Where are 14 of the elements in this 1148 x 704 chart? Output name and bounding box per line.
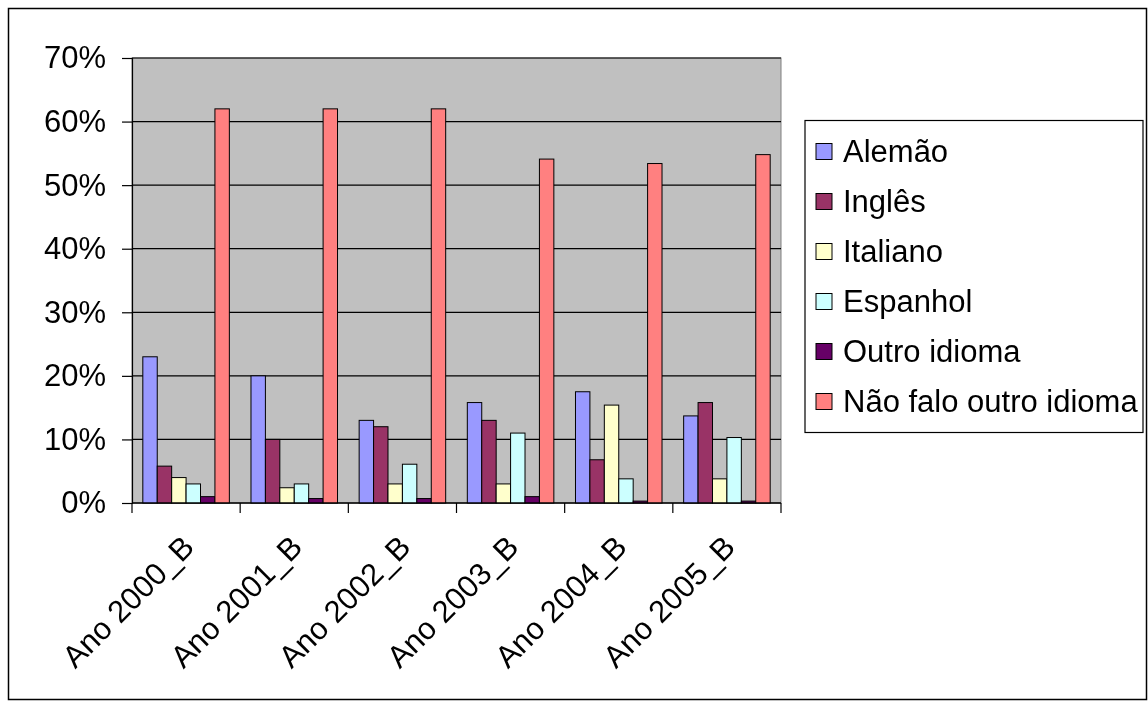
legend-label: Alemão: [843, 134, 949, 169]
legend-label: Outro idioma: [843, 334, 1022, 369]
legend-label: Inglês: [843, 184, 926, 219]
y-tick-label: 0%: [61, 485, 106, 521]
y-tick-label: 10%: [43, 421, 106, 457]
legend-label: Não falo outro idioma: [843, 384, 1139, 419]
y-tick-label: 50%: [43, 167, 106, 203]
y-tick-label: 60%: [43, 103, 106, 139]
y-tick-label: 30%: [43, 294, 106, 330]
legend-label: Italiano: [843, 234, 943, 269]
legend-label: Espanhol: [843, 284, 973, 319]
y-tick-label: 20%: [43, 358, 106, 394]
y-tick-label: 70%: [43, 40, 106, 76]
y-tick-label: 40%: [43, 231, 106, 267]
